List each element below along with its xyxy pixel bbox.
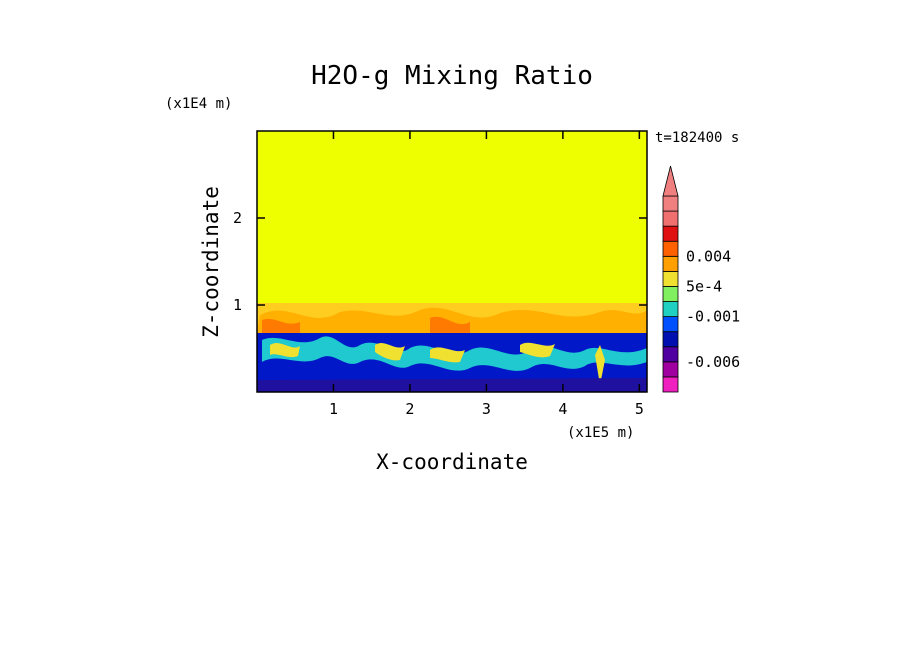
y-tick-label: 2	[233, 209, 242, 227]
chart-title: H2O-g Mixing Ratio	[311, 61, 593, 91]
field-lower-yellow	[270, 342, 605, 385]
colorbar-swatch	[662, 301, 679, 318]
colorbar-swatch	[662, 376, 679, 393]
colorbar-swatch	[662, 225, 679, 242]
colorbar-swatch	[662, 361, 679, 378]
colorbar-label: -0.006	[686, 353, 740, 371]
colorbar-swatch	[662, 210, 679, 227]
colorbar-swatch	[662, 346, 679, 363]
y-axis-label: Z-coordinate	[199, 186, 223, 338]
x-axis-label: X-coordinate	[376, 450, 528, 474]
plot-frame	[256, 130, 648, 393]
x-tick-label: 1	[329, 400, 338, 418]
x-ticks: 1 2 3 4 5	[329, 131, 644, 418]
field-mid-texture	[257, 307, 647, 333]
colorbar-swatch	[662, 270, 679, 287]
y-tick-label: 1	[233, 296, 242, 314]
colorbar-swatch	[662, 316, 679, 333]
y-scale-label: (x1E4 m)	[165, 96, 232, 112]
colorbar-swatch	[662, 255, 679, 272]
colorbar-label: 0.004	[686, 247, 731, 265]
x-tick-label: 5	[635, 400, 644, 418]
colorbar-swatch	[662, 240, 679, 257]
field-lower-dark	[257, 378, 647, 392]
colorbar-swatch	[662, 286, 679, 302]
field-mid-texture-2	[262, 316, 470, 333]
colorbar: 0.004 5e-4 -0.001 -0.006	[662, 165, 740, 393]
field-upper	[257, 131, 647, 306]
plot-area	[256, 130, 648, 393]
colorbar-label: -0.001	[686, 308, 740, 326]
x-scale-label: (x1E5 m)	[567, 425, 634, 441]
time-label: t=182400 s	[655, 130, 739, 146]
colorbar-extend-arrow	[662, 165, 679, 197]
x-tick-label: 4	[558, 400, 567, 418]
colorbar-swatch	[662, 195, 679, 212]
y-ticks: 12	[233, 209, 647, 314]
x-tick-label: 3	[482, 400, 491, 418]
colorbar-swatch	[662, 331, 679, 348]
colorbar-label: 5e-4	[686, 277, 722, 295]
x-tick-label: 2	[405, 400, 414, 418]
